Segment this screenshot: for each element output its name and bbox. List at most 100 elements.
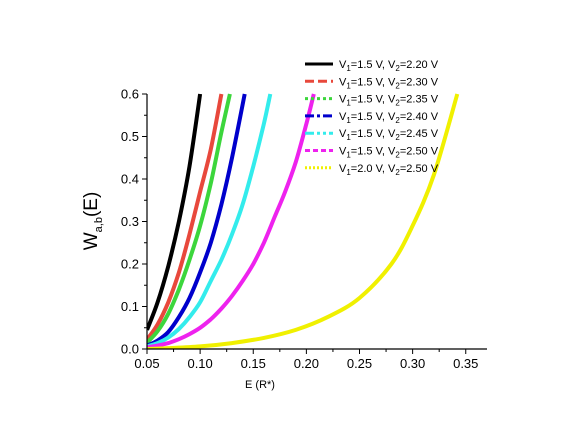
legend-subscript: 1 — [346, 99, 351, 108]
legend-text: = — [400, 94, 406, 106]
legend-item: V1=1.5 V, V2=2.40 V — [305, 111, 439, 125]
legend-text: , V — [382, 111, 396, 123]
legend-item: V1=1.5 V, V2=2.20 V — [305, 59, 439, 73]
legend-text: = — [351, 128, 357, 140]
legend: V1=1.5 V, V2=2.20 VV1=1.5 V, V2=2.30 VV1… — [305, 59, 439, 177]
series-line-2 — [147, 93, 224, 341]
legend-text: , V — [382, 59, 396, 71]
y-tick-label: 0.2 — [121, 257, 139, 272]
legend-text: = — [351, 111, 357, 123]
legend-value: 1.5 V — [357, 128, 383, 140]
legend-text: , V — [382, 163, 396, 175]
legend-text: = — [351, 59, 357, 71]
legend-text: V — [339, 163, 347, 175]
legend-text: = — [400, 76, 406, 88]
legend-subscript: 2 — [395, 168, 400, 177]
x-tick-label: 0.15 — [241, 356, 266, 371]
legend-label: V1=1.5 V, V2=2.35 V — [339, 94, 439, 108]
y-tick-label: 0.5 — [121, 129, 139, 144]
legend-subscript: 2 — [395, 133, 400, 142]
plot-area — [147, 93, 460, 349]
x-axis-label: E (R*) — [245, 379, 275, 391]
legend-text: = — [400, 128, 406, 140]
legend-subscript: 1 — [346, 64, 351, 73]
legend-subscript: 1 — [346, 151, 351, 160]
y-ticks: 0.0 0.1 0.2 0.3 0.4 0.5 0.6 — [121, 87, 147, 357]
legend-text: = — [351, 76, 357, 88]
series-line-5 — [147, 93, 273, 349]
y-tick-label: 0.4 — [121, 172, 139, 187]
legend-text: = — [400, 111, 406, 123]
legend-text: , V — [382, 146, 396, 158]
x-ticks: 0.05 0.10 0.15 0.20 0.25 0.30 0.35 — [134, 349, 478, 371]
legend-text: V — [339, 94, 347, 106]
y-axis-label: Wa,b(E) — [81, 192, 105, 251]
legend-text: V — [339, 76, 347, 88]
x-tick-label: 0.20 — [294, 356, 319, 371]
series-line-3 — [147, 93, 232, 345]
series-line-7 — [147, 93, 460, 349]
legend-value: 2.35 V — [406, 94, 438, 106]
legend-item: V1=1.5 V, V2=2.30 V — [305, 76, 439, 90]
legend-text: V — [339, 146, 347, 158]
x-tick-label: 0.05 — [134, 356, 159, 371]
legend-text: = — [351, 94, 357, 106]
legend-subscript: 1 — [346, 168, 351, 177]
legend-value: 2.50 V — [406, 163, 438, 175]
legend-text: = — [400, 163, 406, 175]
legend-value: 2.0 V — [357, 163, 383, 175]
legend-value: 2.40 V — [406, 111, 438, 123]
legend-subscript: 2 — [395, 151, 400, 160]
series-line-6 — [147, 93, 316, 349]
legend-text: V — [339, 59, 347, 71]
legend-text: , V — [382, 94, 396, 106]
legend-subscript: 2 — [395, 64, 400, 73]
legend-text: V — [339, 128, 347, 140]
legend-value: 1.5 V — [357, 59, 383, 71]
legend-text: = — [400, 59, 406, 71]
y-axis-label-main: W — [81, 232, 102, 250]
y-axis-label-sub: a,b — [93, 217, 105, 232]
legend-value: 1.5 V — [357, 76, 383, 88]
y-tick-label: 0.6 — [121, 87, 139, 102]
legend-item: V1=1.5 V, V2=2.45 V — [305, 128, 439, 142]
legend-text: V — [339, 111, 347, 123]
x-tick-label: 0.10 — [187, 356, 212, 371]
legend-value: 2.20 V — [406, 59, 438, 71]
legend-label: V1=1.5 V, V2=2.50 V — [339, 146, 439, 160]
legend-value: 2.45 V — [406, 128, 438, 140]
legend-value: 2.50 V — [406, 146, 438, 158]
legend-subscript: 2 — [395, 81, 400, 90]
x-tick-label: 0.30 — [400, 356, 425, 371]
y-tick-label: 0.0 — [121, 342, 139, 357]
legend-value: 2.30 V — [406, 76, 438, 88]
legend-item: V1=1.5 V, V2=2.50 V — [305, 146, 439, 160]
legend-value: 1.5 V — [357, 111, 383, 123]
legend-value: 1.5 V — [357, 94, 383, 106]
y-tick-label: 0.1 — [121, 299, 139, 314]
x-tick-label: 0.35 — [453, 356, 478, 371]
legend-label: V1=1.5 V, V2=2.45 V — [339, 128, 439, 142]
legend-value: 1.5 V — [357, 146, 383, 158]
legend-subscript: 1 — [346, 116, 351, 125]
series-line-4 — [147, 93, 247, 348]
legend-subscript: 2 — [395, 116, 400, 125]
legend-subscript: 1 — [346, 81, 351, 90]
legend-text: , V — [382, 128, 396, 140]
legend-label: V1=2.0 V, V2=2.50 V — [339, 163, 439, 177]
legend-subscript: 1 — [346, 133, 351, 142]
legend-text: = — [351, 146, 357, 158]
legend-subscript: 2 — [395, 99, 400, 108]
series-line-1 — [147, 93, 203, 331]
legend-item: V1=2.0 V, V2=2.50 V — [305, 163, 439, 177]
y-axis-label-suffix: (E) — [81, 192, 102, 217]
legend-label: V1=1.5 V, V2=2.30 V — [339, 76, 439, 90]
legend-text: = — [400, 146, 406, 158]
x-tick-label: 0.25 — [347, 356, 372, 371]
legend-item: V1=1.5 V, V2=2.35 V — [305, 94, 439, 108]
y-tick-label: 0.3 — [121, 214, 139, 229]
legend-label: V1=1.5 V, V2=2.20 V — [339, 59, 439, 73]
legend-text: = — [351, 163, 357, 175]
